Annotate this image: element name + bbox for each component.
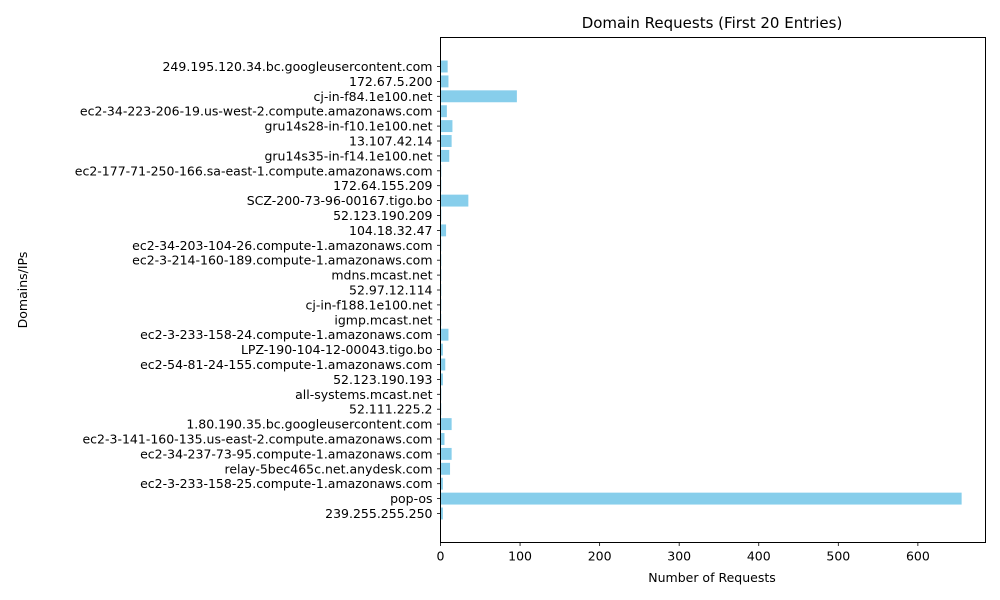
y-tick-label: gru14s28-in-f10.1e100.net [264,119,432,134]
y-tick-label: 249.195.120.34.bc.googleusercontent.com [162,59,432,74]
bar [440,328,449,341]
y-tick-label: ec2-3-214-160-189.compute-1.amazonaws.co… [132,253,432,268]
y-tick-label: ec2-177-71-250-166.sa-east-1.compute.ama… [75,163,433,178]
bar [440,462,451,475]
x-tick-label: 200 [588,549,612,564]
y-tick-label: igmp.mcast.net [334,312,432,327]
x-tick-label: 500 [826,549,850,564]
y-tick-label: 52.123.190.209 [333,208,432,223]
bar [440,75,449,88]
x-tick-label: 300 [667,549,691,564]
bar [440,477,443,490]
y-tick-label: 104.18.32.47 [349,223,433,238]
bar [440,447,452,460]
y-tick-label: SCZ-200-73-96-00167.tigo.bo [247,193,433,208]
plot-frame [440,37,986,543]
x-axis-title: Number of Requests [648,570,776,585]
y-tick-label: gru14s35-in-f14.1e100.net [264,148,432,163]
y-tick-label: ec2-3-233-158-24.compute-1.amazonaws.com [140,327,432,342]
y-tick-label: ec2-34-223-206-19.us-west-2.compute.amaz… [80,104,433,119]
bar [440,105,447,118]
y-tick-label: 1.80.190.35.bc.googleusercontent.com [186,417,432,432]
bar [440,373,443,386]
x-tick-label: 100 [508,549,532,564]
y-tick-label: mdns.mcast.net [331,268,432,283]
bar [440,90,517,103]
bar [440,135,452,147]
y-tick-label: all-systems.mcast.net [295,387,433,402]
bar [440,224,447,237]
y-tick-label: 172.67.5.200 [349,74,433,89]
bars-layer [440,60,962,520]
bar [440,433,445,445]
y-tick-label: cj-in-f188.1e100.net [306,297,433,312]
y-tick-label: 239.255.255.250 [325,506,432,521]
x-tick-label: 400 [747,549,771,564]
y-tick-label: 172.64.155.209 [333,178,432,193]
x-tick-label: 0 [437,549,445,564]
y-tick-label: ec2-54-81-24-155.compute-1.amazonaws.com [140,357,432,372]
y-tick-label: ec2-3-141-160-135.us-east-2.compute.amaz… [82,432,432,447]
y-tick-label: 13.107.42.14 [349,134,433,149]
y-tick-label: 52.97.12.114 [349,283,433,298]
y-tick-label: 52.111.225.2 [349,402,433,417]
bar [440,60,448,73]
bar [440,120,453,133]
bar [440,149,450,162]
y-tick-label: ec2-34-203-104-26.compute-1.amazonaws.co… [132,238,432,253]
x-tick-label: 600 [906,549,930,564]
bar [440,507,443,520]
y-tick-label: LPZ-190-104-12-00043.tigo.bo [241,342,433,357]
bar [440,358,446,371]
chart-title: Domain Requests (First 20 Entries) [582,14,843,32]
y-tick-label: pop-os [390,491,432,506]
y-tick-label: cj-in-f84.1e100.net [313,89,432,104]
y-tick-label: ec2-34-237-73-95.compute-1.amazonaws.com [140,446,432,461]
y-tick-label: 52.123.190.193 [333,372,432,387]
bar [440,194,469,207]
y-axis-title: Domains/IPs [15,252,30,329]
bar [440,418,452,431]
y-tick-label: relay-5bec465c.net.anydesk.com [224,461,432,476]
y-ticks-layer: 239.255.255.250pop-osec2-3-233-158-25.co… [75,59,441,521]
bar [440,492,962,505]
bar [440,343,443,356]
x-ticks-layer: 0 100 200 300 400 500 600 [437,542,930,564]
y-tick-label: ec2-3-233-158-25.compute-1.amazonaws.com [140,476,432,491]
